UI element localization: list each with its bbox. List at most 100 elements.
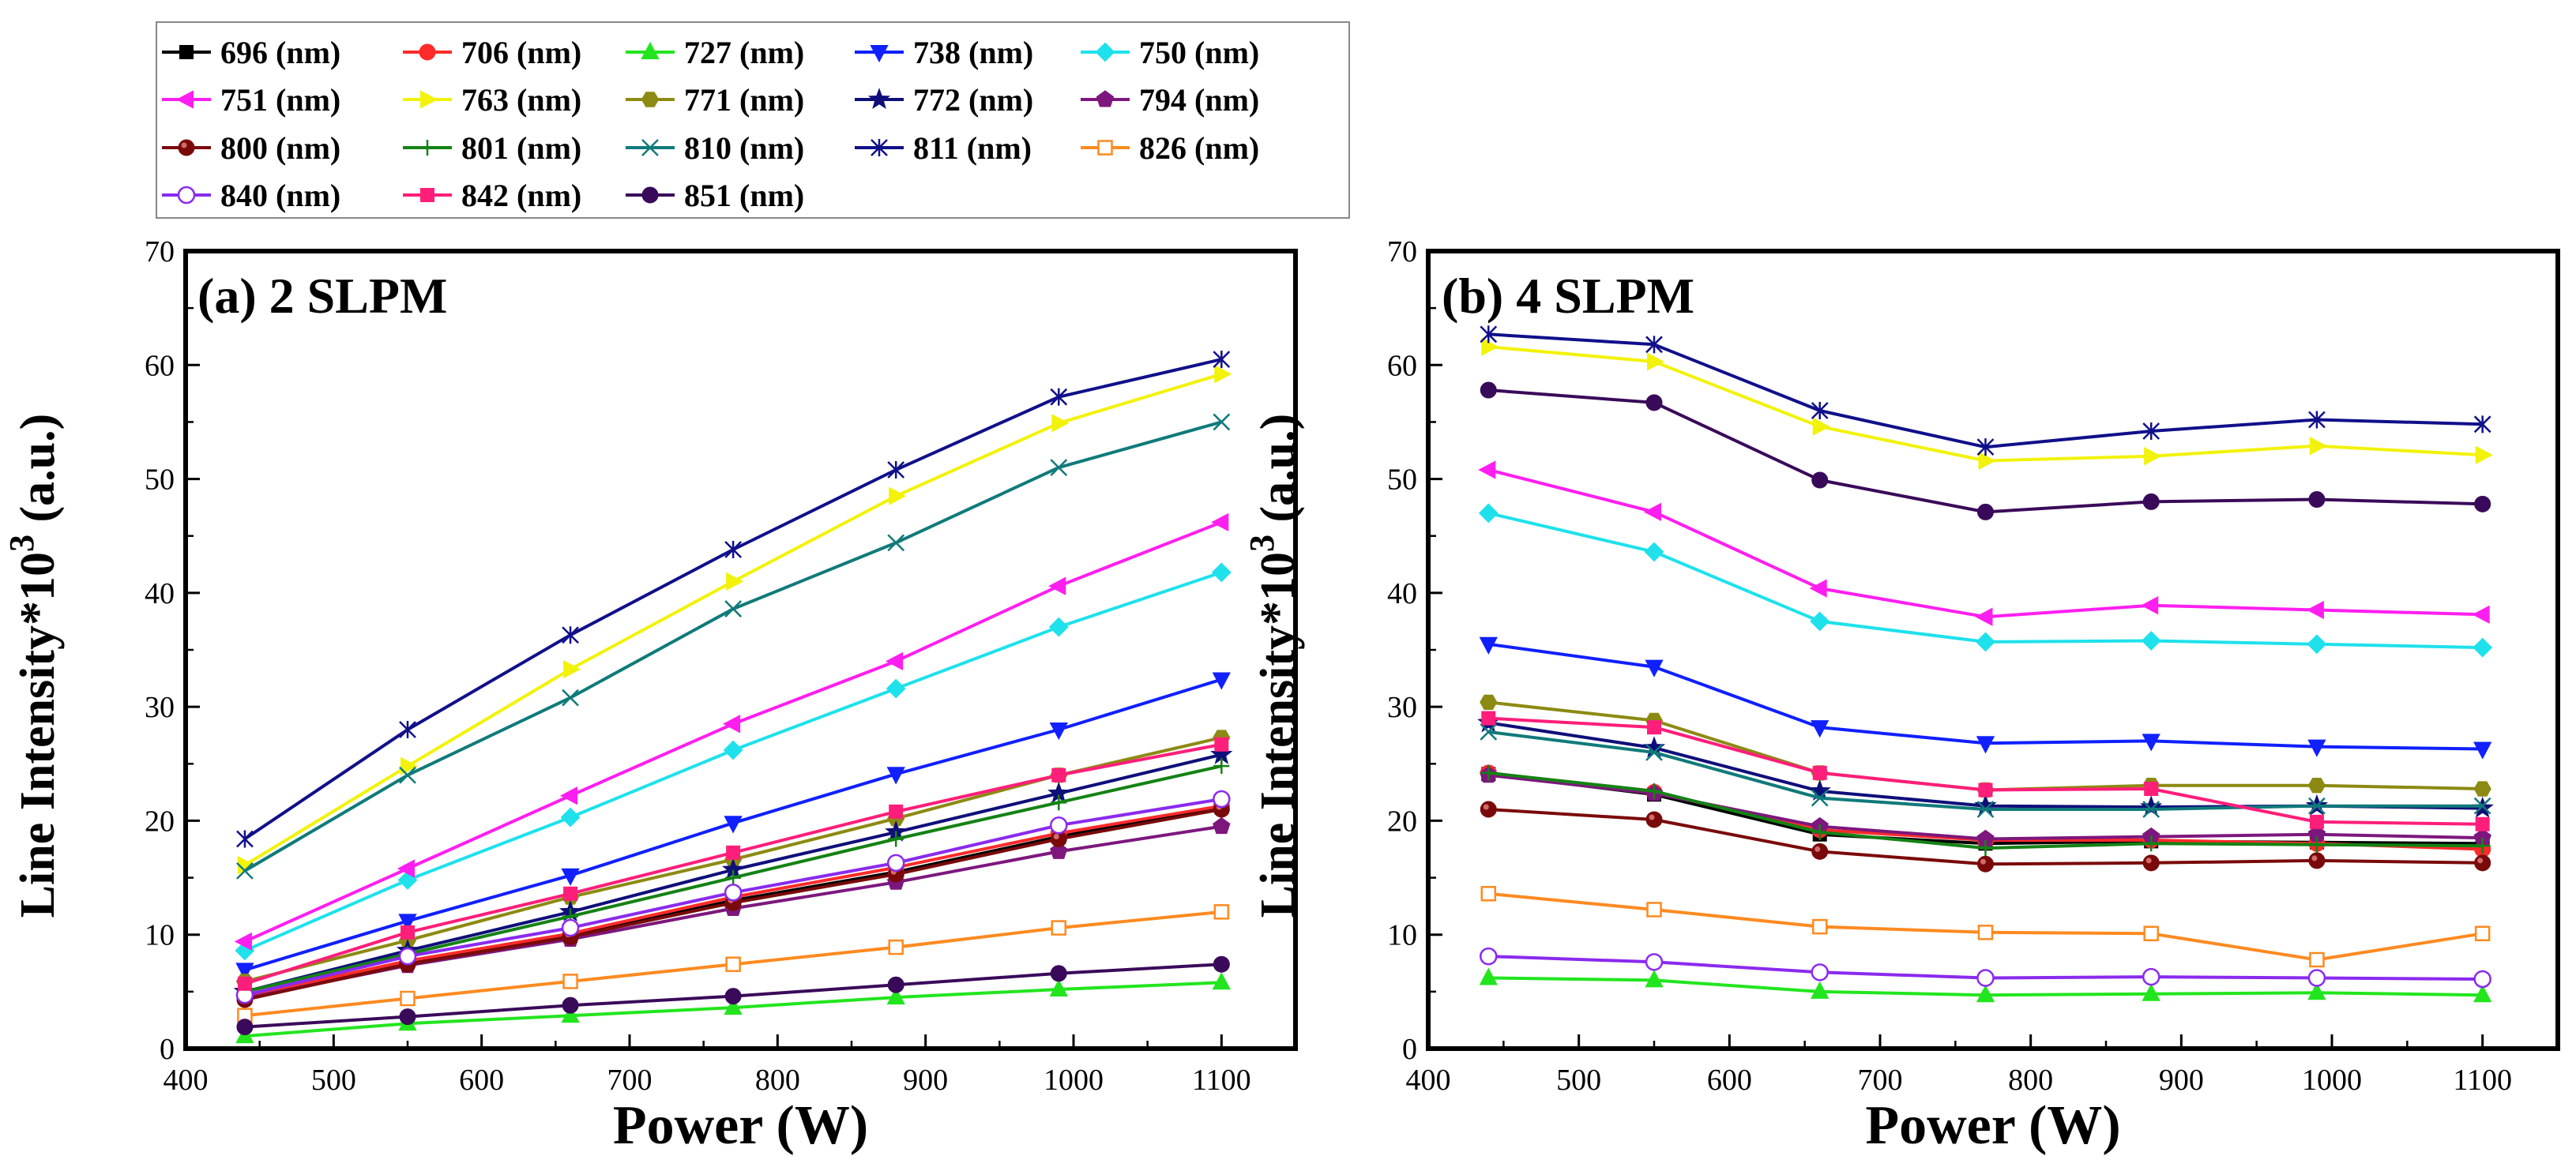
series-826-nm	[1480, 886, 2491, 968]
data-point	[2473, 797, 2491, 815]
series-810-nm	[1480, 723, 2491, 818]
legend-item-794-nm: 794 (nm)	[1081, 82, 1259, 118]
data-point	[887, 976, 904, 993]
data-point	[1977, 925, 1994, 940]
series-842-nm	[237, 737, 1229, 991]
y-tick-label: 50	[1387, 464, 1417, 497]
x-tick-label: 1100	[2453, 1064, 2512, 1097]
panel-a: 400 500 600 700 800 900 1000 1100 0 10 20 30 40 50 60 7…	[2, 235, 1298, 1156]
data-point	[399, 766, 416, 784]
data-point	[1976, 855, 1994, 873]
data-point	[401, 925, 415, 940]
x-axis-label: Power (W)	[613, 1095, 868, 1156]
y-axis-label: Line Intensity*103 (a.u.)	[2, 414, 65, 918]
data-point	[398, 914, 417, 932]
data-point	[2475, 445, 2493, 464]
legend-marker	[870, 45, 889, 63]
data-point	[1809, 579, 1827, 598]
data-point	[1213, 413, 1231, 431]
data-point	[1214, 365, 1232, 384]
data-point	[561, 868, 580, 886]
data-point-highlight	[1053, 834, 1059, 840]
data-point	[2474, 854, 2491, 872]
data-point	[2307, 969, 2326, 987]
data-point	[1974, 794, 1997, 816]
data-point	[2473, 415, 2491, 433]
data-point	[2475, 816, 2490, 831]
data-point	[237, 976, 252, 991]
legend-item-840-nm: 840 (nm)	[162, 178, 340, 213]
series-line	[1487, 511, 2483, 650]
legend-marker	[1095, 42, 1115, 62]
y-tick-label: 10	[1387, 919, 1417, 952]
y-tick-label: 30	[145, 691, 175, 724]
y-axis-label-main: Line Intensity*10	[11, 552, 65, 918]
data-point	[562, 626, 579, 644]
data-point	[1976, 969, 1995, 987]
data-point	[1211, 512, 1229, 532]
data-point	[561, 1005, 580, 1023]
data-point	[1480, 801, 1497, 818]
data-point	[1811, 789, 1829, 807]
series-line	[243, 372, 1222, 867]
legend-item-851-nm: 851 (nm)	[626, 178, 804, 213]
data-point	[1048, 617, 1069, 637]
data-point	[1478, 503, 1499, 524]
data-point	[1811, 963, 1829, 981]
series-851-nm	[236, 955, 1230, 1036]
legend-marker	[641, 41, 660, 59]
data-point	[887, 534, 905, 552]
legend-label: 727 (nm)	[684, 35, 804, 70]
legend-marker	[641, 186, 659, 204]
data-point	[1644, 542, 1664, 562]
data-point-highlight	[1980, 858, 1986, 865]
data-point	[1212, 972, 1231, 990]
data-point	[2141, 631, 2161, 651]
data-point	[2308, 797, 2326, 815]
data-point	[236, 1019, 254, 1036]
data-point	[886, 651, 904, 671]
data-point	[1051, 768, 1066, 783]
data-point	[1976, 503, 1994, 520]
series-738-nm	[235, 672, 1231, 981]
data-point	[399, 1008, 416, 1026]
data-point	[2142, 422, 2160, 440]
data-point	[2474, 495, 2491, 512]
data-point	[1645, 743, 1663, 761]
data-point	[2473, 637, 2493, 658]
y-axis-label-exponent: 3	[2, 535, 41, 552]
y-tick-label: 40	[1387, 577, 1417, 610]
legend-item-696-nm: 696 (nm)	[162, 35, 340, 70]
y-tick-label: 50	[145, 464, 175, 497]
axes: 400 500 600 700 800 900 1000 1100 0 10 20 30 40 50 60 7…	[145, 235, 1251, 1097]
data-point	[2142, 854, 2160, 872]
y-tick-label: 60	[145, 349, 175, 382]
series-line	[243, 420, 1222, 873]
data-point	[400, 990, 416, 1007]
legend-item-826-nm: 826 (nm)	[1081, 130, 1259, 166]
data-point	[2307, 982, 2326, 1000]
series-line	[1487, 468, 2483, 619]
data-point	[1213, 758, 1230, 775]
data-point	[1050, 842, 1068, 859]
data-point	[1976, 632, 1995, 652]
data-point-highlight	[2311, 855, 2318, 861]
legend-marker	[420, 90, 438, 109]
plot-frame	[1426, 249, 2560, 1051]
legend-label: 800 (nm)	[220, 130, 340, 166]
legend-box	[156, 21, 1350, 219]
panel-b: 400 500 600 700 800 900 1000 1100 0 10 20 30 40 50 60 7…	[1243, 235, 2560, 1156]
data-point	[722, 715, 741, 734]
data-point	[1646, 902, 1662, 918]
data-point	[235, 963, 254, 981]
plot-frame	[183, 249, 1298, 1051]
y-tick-label: 10	[145, 919, 175, 952]
axes: 400 500 600 700 800 900 1000 1100 0 10 20 30 40 50 60 7…	[1387, 235, 2512, 1097]
data-point	[2474, 838, 2491, 854]
data-point	[401, 756, 419, 775]
data-point	[2306, 600, 2324, 620]
legend-marker	[179, 45, 194, 59]
data-point-highlight	[2477, 858, 2484, 864]
x-tick-label: 400	[1406, 1064, 1451, 1097]
